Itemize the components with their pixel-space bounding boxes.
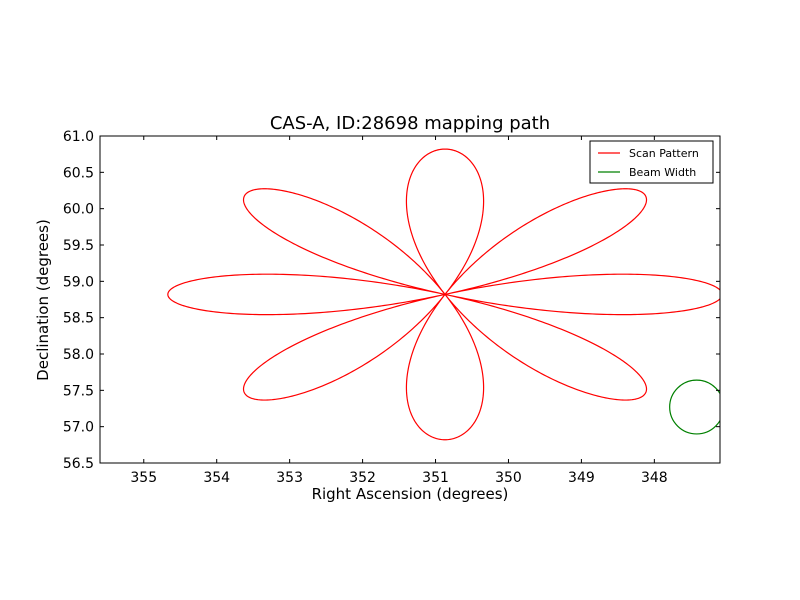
y-axis-label: Declination (degrees) [34,219,52,381]
y-tick-label: 56.5 [63,456,94,472]
legend-label-beam-width: Beam Width [629,166,696,179]
y-tick-label: 57.0 [63,420,94,436]
legend-box [589,140,714,184]
x-tick-label: 350 [495,470,522,486]
y-tick-label: 58.5 [63,311,94,327]
y-tick-label: 58.0 [63,347,94,363]
y-tick-label: 59.0 [63,274,94,290]
ticks-layer: 355 354 353 352 351 350 349 348 56.5 57.0 57.5 58.0… [63,129,720,486]
x-tick-label: 353 [276,470,303,486]
y-tick-label: 61.0 [63,129,94,145]
x-tick-label: 348 [641,470,668,486]
x-tick-label: 352 [349,470,376,486]
legend: Scan Pattern Beam Width [589,140,714,184]
y-tick-label: 59.5 [63,238,94,254]
y-tick-label: 57.5 [63,383,94,399]
y-tick-label: 60.5 [63,165,94,181]
beam-width-circle [669,379,720,435]
x-axis-label: Right Ascension (degrees) [312,485,509,503]
legend-label-scan-pattern: Scan Pattern [629,147,699,160]
x-tick-label: 349 [568,470,595,486]
series-layer [167,148,720,441]
y-tick-label: 60.0 [63,202,94,218]
x-tick-label: 355 [130,470,157,486]
chart-title: CAS-A, ID:28698 mapping path [270,113,550,134]
plot-area-frame [99,135,721,464]
scan-pattern-line [167,148,720,441]
x-tick-label: 354 [203,470,230,486]
x-tick-label: 351 [422,470,449,486]
